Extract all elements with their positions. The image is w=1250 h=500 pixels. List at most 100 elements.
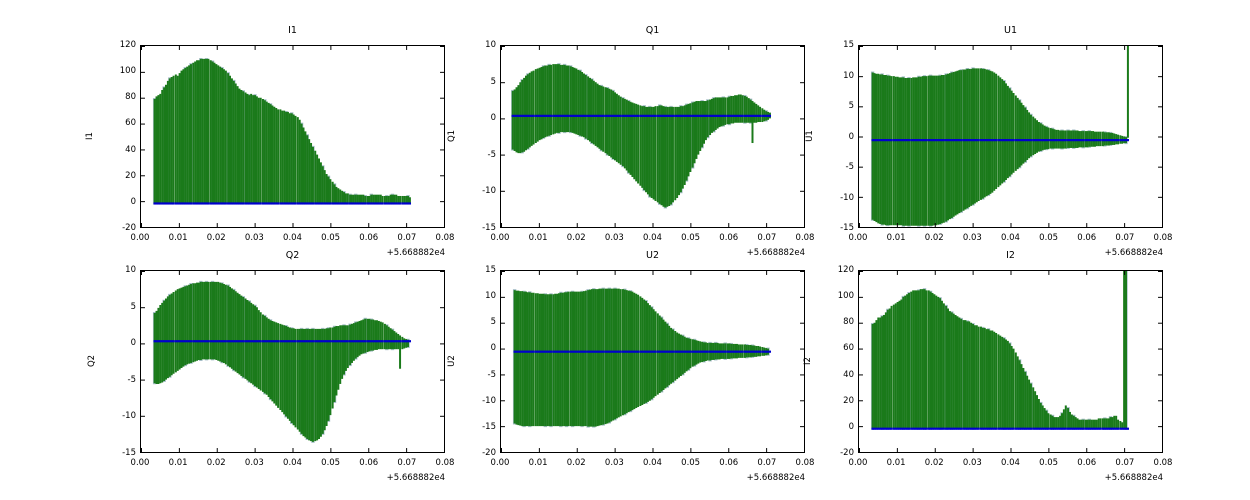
- ytick-label: 5: [848, 101, 854, 111]
- xtick-label: 0.04: [1001, 233, 1020, 243]
- x-axis-offset-text: +5.668882e4: [746, 473, 805, 483]
- ytick-label: 5: [490, 317, 496, 328]
- xtick-label: 0.07: [1115, 233, 1135, 243]
- xtick-label: 0.08: [795, 233, 815, 243]
- ytick-label: 15: [843, 40, 854, 50]
- ytick-label: 0: [130, 338, 136, 349]
- xtick-label: 0.00: [490, 458, 510, 468]
- xtick-label: 0.00: [848, 233, 868, 243]
- y-axis-label-i1: I1: [84, 131, 95, 140]
- ytick-label: -5: [845, 162, 854, 172]
- xtick-label: 0.06: [719, 233, 739, 243]
- xtick-label: 0.06: [1077, 458, 1097, 468]
- errorbar-series-q2: [141, 271, 444, 452]
- xtick-label: 0.01: [168, 233, 188, 243]
- x-axis-offset-text: +5.668882e4: [746, 248, 805, 258]
- xtick-label: 0.07: [397, 233, 417, 243]
- ytick-label: 120: [119, 40, 136, 50]
- errorbar-series-u1: [859, 46, 1162, 227]
- xtick-label: 0.08: [435, 458, 455, 468]
- xtick-label: 0.00: [490, 233, 510, 243]
- xtick-label: 0.03: [962, 458, 982, 468]
- xtick-label: 0.05: [1039, 233, 1059, 243]
- ytick-label: 5: [130, 301, 136, 312]
- ytick-label: -10: [482, 395, 496, 406]
- subplot-i1: I1 -20 0 20 40 60 80 100 120 0.00 0.01 0.02 0.03 0.04…: [80, 23, 465, 266]
- ytick-label: 40: [843, 369, 854, 380]
- xtick-label: 0.06: [359, 458, 379, 468]
- xtick-label: 0.08: [1153, 233, 1173, 243]
- x-axis-offset-text: +5.668882e4: [1104, 473, 1163, 483]
- ytick-label: 0: [490, 113, 496, 124]
- errorbar-series-i2: [859, 271, 1162, 452]
- x-axis-offset-text: +5.668882e4: [386, 473, 445, 483]
- plot-area-q2: [140, 270, 445, 453]
- ytick-label: 10: [485, 40, 496, 50]
- subplot-title-i2: I2: [1006, 250, 1015, 261]
- x-axis-offset-text: +5.668882e4: [386, 248, 445, 258]
- xtick-label: 0.03: [604, 233, 624, 243]
- ytick-label: 0: [848, 421, 854, 432]
- xtick-label: 0.08: [1153, 458, 1173, 468]
- ytick-label: 20: [843, 395, 854, 406]
- y-axis-label-q1: Q1: [447, 129, 458, 142]
- ytick-label: -10: [122, 411, 136, 422]
- ytick-label: 80: [125, 92, 136, 103]
- xtick-label: 0.01: [168, 458, 188, 468]
- plot-area-q1: [500, 45, 805, 228]
- xtick-label: 0.05: [321, 458, 341, 468]
- plot-area-i1: [140, 45, 445, 228]
- subplot-title-q2: Q2: [285, 250, 300, 261]
- subplot-title-q1: Q1: [645, 25, 660, 36]
- subplot-q1: Q1 -15 -10 -5 0 5 10 0.00 0.01 0.02 0.03 0.04 0.05 0.…: [440, 23, 825, 266]
- y-axis-label-i2: I2: [802, 356, 813, 365]
- ytick-label: 5: [490, 76, 496, 87]
- ytick-label: 60: [843, 343, 854, 354]
- ytick-label: -20: [122, 223, 136, 233]
- xtick-label: 0.08: [435, 233, 455, 243]
- xtick-label: 0.06: [359, 233, 379, 243]
- xtick-label: 0.00: [130, 458, 150, 468]
- xtick-label: 0.02: [566, 458, 586, 468]
- ytick-label: 100: [837, 291, 854, 302]
- x-axis-offset-text: +5.668882e4: [1104, 248, 1163, 258]
- ytick-label: -20: [840, 448, 854, 458]
- xtick-label: 0.07: [757, 458, 777, 468]
- xtick-label: 0.07: [397, 458, 417, 468]
- subplot-title-u1: U1: [1004, 25, 1017, 36]
- xtick-label: 0.03: [244, 233, 264, 243]
- xtick-label: 0.05: [1039, 458, 1059, 468]
- ytick-label: -5: [487, 149, 496, 160]
- errorbar-series-q1: [501, 46, 804, 227]
- plot-area-i2: [858, 270, 1163, 453]
- xtick-label: 0.05: [681, 233, 701, 243]
- ytick-label: 120: [837, 265, 854, 275]
- y-axis-label-q2: Q2: [87, 354, 98, 367]
- xtick-label: 0.02: [206, 233, 226, 243]
- xtick-label: 0.02: [924, 233, 944, 243]
- y-axis-label-u2: U2: [446, 354, 457, 367]
- ytick-label: 0: [130, 196, 136, 207]
- xtick-label: 0.01: [886, 458, 906, 468]
- ytick-label: 10: [485, 291, 496, 302]
- xtick-label: 0.04: [643, 233, 662, 243]
- xtick-label: 0.06: [719, 458, 739, 468]
- ytick-label: 100: [119, 66, 136, 77]
- ytick-label: 10: [125, 265, 136, 275]
- xtick-label: 0.06: [1077, 233, 1097, 243]
- plot-area-u1: [858, 45, 1163, 228]
- ytick-label: 80: [843, 317, 854, 328]
- ytick-label: 60: [125, 118, 136, 129]
- ytick-label: -5: [487, 369, 496, 380]
- subplot-u2: U2 -20 -15 -10 -5 0 5 10 15 0.00 0.01 0.02 0.03 0.04 0…: [440, 248, 825, 491]
- plot-area-u2: [500, 270, 805, 453]
- xtick-label: 0.05: [321, 233, 341, 243]
- ytick-label: 40: [125, 144, 136, 155]
- errorbar-series-i1: [141, 46, 444, 227]
- ytick-label: 0: [848, 131, 854, 142]
- ytick-label: -20: [482, 448, 496, 458]
- xtick-label: 0.04: [643, 458, 662, 468]
- xtick-label: 0.02: [924, 458, 944, 468]
- xtick-label: 0.02: [566, 233, 586, 243]
